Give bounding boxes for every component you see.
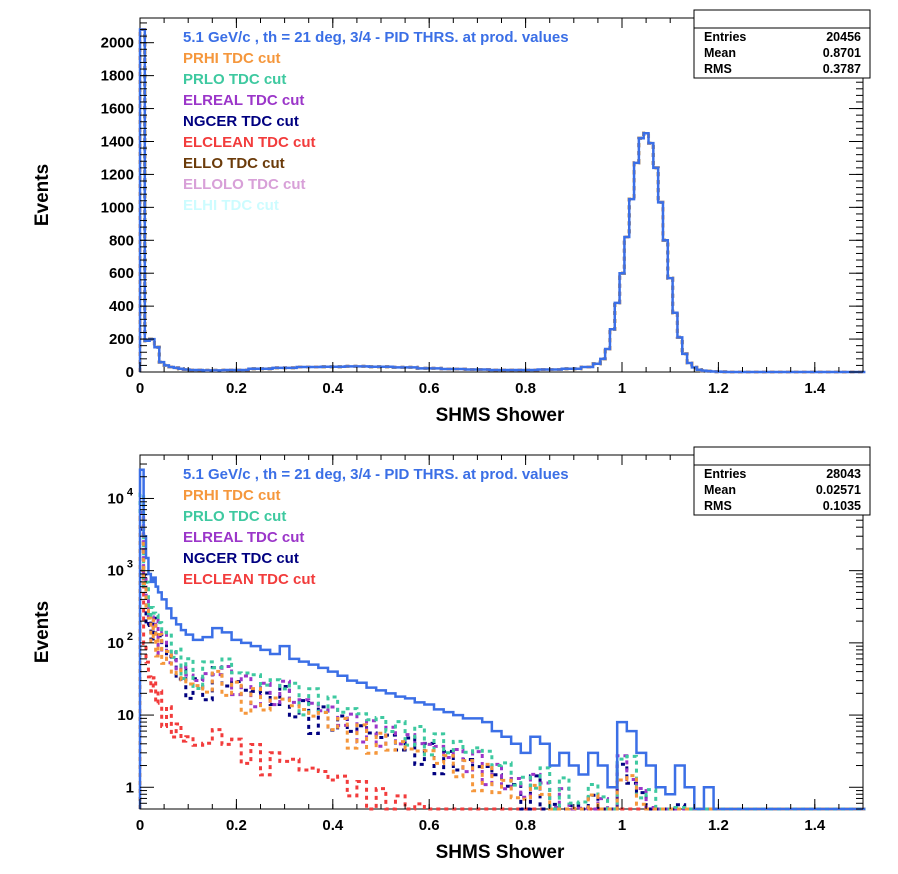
y-tick-label: 10 bbox=[117, 707, 134, 724]
x-tick-label: 1 bbox=[618, 817, 626, 834]
y-tick-label: 10 bbox=[107, 635, 124, 652]
stats-box: Entries 20456 Mean 0.8701 RMS 0.3787 bbox=[693, 9, 871, 79]
x-tick-label: 0 bbox=[136, 380, 144, 397]
x-axis-label: SHMS Shower bbox=[436, 405, 565, 426]
stats-label: RMS bbox=[704, 499, 732, 513]
legend: 5.1 GeV/c , th = 21 deg, 3/4 - PID THRS.… bbox=[183, 29, 569, 214]
legend-entry: 5.1 GeV/c , th = 21 deg, 3/4 - PID THRS.… bbox=[183, 29, 569, 46]
series-line bbox=[138, 569, 866, 811]
legend-entry: ELCLEAN TDC cut bbox=[183, 571, 316, 588]
x-tick-label: 1 bbox=[618, 380, 626, 397]
legend-entry: PRLO TDC cut bbox=[183, 508, 286, 525]
axis-layer: 0 0.2 0.4 0.6 0.8 1 1.2 1.4 0 200 400 600 800 1000 120… bbox=[101, 18, 864, 397]
y-tick-label: 1 bbox=[126, 779, 134, 796]
stats-value: 0.1035 bbox=[823, 499, 861, 513]
stats-box-frame bbox=[693, 446, 871, 516]
legend-entry: PRHI TDC cut bbox=[183, 50, 281, 67]
y-tick-label: 2000 bbox=[101, 35, 134, 52]
y-tick-label: 1600 bbox=[101, 101, 134, 118]
legend-entry: PRLO TDC cut bbox=[183, 71, 286, 88]
x-tick-label: 0.2 bbox=[226, 380, 247, 397]
stats-value: 0.02571 bbox=[816, 483, 861, 497]
x-tick-label: 1.2 bbox=[708, 380, 729, 397]
y-tick-label: 0 bbox=[126, 364, 134, 381]
x-tick-label: 0.4 bbox=[322, 817, 344, 834]
x-tick-label: 0.2 bbox=[226, 817, 247, 834]
y-axis-label: Events bbox=[32, 164, 53, 226]
legend-entry: ELLOLO TDC cut bbox=[183, 176, 306, 193]
series-line bbox=[138, 492, 866, 811]
series-line bbox=[138, 468, 866, 811]
y-tick-label: 1400 bbox=[101, 133, 134, 150]
legend-entry: PRHI TDC cut bbox=[183, 487, 281, 504]
y-tick-exponent: 2 bbox=[127, 631, 133, 643]
legend-entry: ELLO TDC cut bbox=[183, 155, 285, 172]
x-tick-label: 1.2 bbox=[708, 817, 729, 834]
stats-label: Entries bbox=[704, 467, 746, 481]
x-tick-label: 0 bbox=[136, 817, 144, 834]
y-tick-label: 10 bbox=[107, 490, 124, 507]
legend-entry: ELCLEAN TDC cut bbox=[183, 134, 316, 151]
x-tick-label: 0.8 bbox=[515, 380, 536, 397]
stats-label: Entries bbox=[704, 30, 746, 44]
legend-entry: NGCER TDC cut bbox=[183, 113, 299, 130]
y-tick-label: 600 bbox=[109, 265, 134, 282]
x-axis-label: SHMS Shower bbox=[436, 842, 565, 863]
x-tick-label: 0.6 bbox=[419, 817, 440, 834]
x-tick-label: 0.6 bbox=[419, 380, 440, 397]
legend: 5.1 GeV/c , th = 21 deg, 3/4 - PID THRS.… bbox=[183, 466, 569, 588]
stats-box: Entries 28043 Mean 0.02571 RMS 0.1035 bbox=[693, 446, 871, 516]
stats-box-frame bbox=[693, 9, 871, 79]
legend-entry: 5.1 GeV/c , th = 21 deg, 3/4 - PID THRS.… bbox=[183, 466, 569, 483]
legend-entry: ELREAL TDC cut bbox=[183, 529, 304, 546]
stats-value: 28043 bbox=[826, 467, 861, 481]
y-tick-exponent: 4 bbox=[127, 486, 134, 498]
y-tick-label: 10 bbox=[107, 563, 124, 580]
stats-value: 20456 bbox=[826, 30, 861, 44]
y-tick-label: 1200 bbox=[101, 166, 134, 183]
y-tick-label: 1800 bbox=[101, 68, 134, 85]
stats-label: RMS bbox=[704, 62, 732, 76]
y-tick-label: 1000 bbox=[101, 199, 134, 216]
legend-entry: NGCER TDC cut bbox=[183, 550, 299, 567]
x-tick-label: 0.4 bbox=[322, 380, 344, 397]
x-tick-label: 0.8 bbox=[515, 817, 536, 834]
series-layer bbox=[138, 28, 866, 374]
stats-label: Mean bbox=[704, 46, 736, 60]
y-tick-label: 400 bbox=[109, 298, 134, 315]
stats-value: 0.8701 bbox=[823, 46, 861, 60]
legend-entry: ELHI TDC cut bbox=[183, 197, 279, 214]
y-tick-label: 800 bbox=[109, 232, 134, 249]
stats-label: Mean bbox=[704, 483, 736, 497]
legend-entry: ELREAL TDC cut bbox=[183, 92, 304, 109]
top-histogram-panel: 0 0.2 0.4 0.6 0.8 1 1.2 1.4 0 200 400 600 800 1000 120… bbox=[32, 9, 871, 426]
stats-value: 0.3787 bbox=[823, 62, 861, 76]
x-tick-label: 1.4 bbox=[804, 380, 826, 397]
y-axis-label: Events bbox=[32, 601, 53, 663]
y-tick-exponent: 3 bbox=[127, 559, 133, 571]
x-tick-label: 1.4 bbox=[804, 817, 826, 834]
y-tick-label: 200 bbox=[109, 331, 134, 348]
series-line bbox=[138, 28, 866, 374]
